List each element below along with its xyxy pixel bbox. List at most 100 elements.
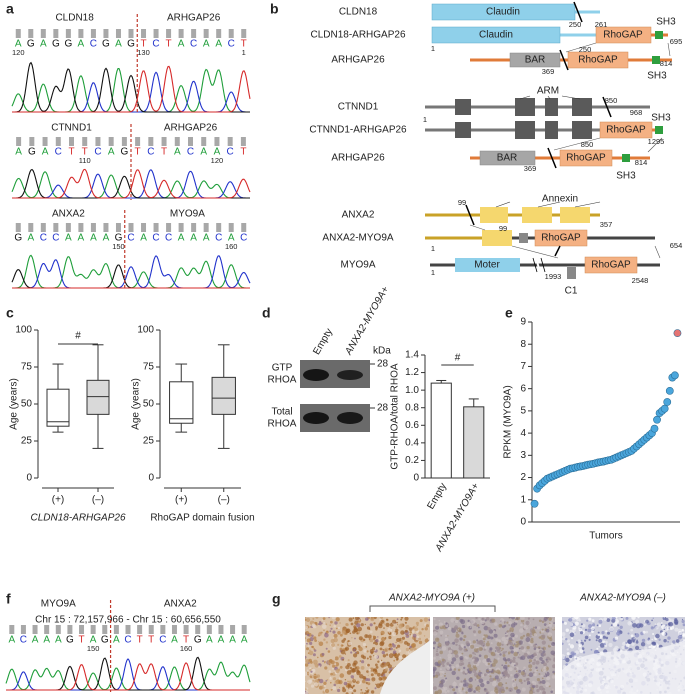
ihc-speck	[433, 681, 434, 684]
ihc-speck	[371, 677, 376, 682]
ihc-speck	[447, 653, 453, 658]
domain-label: Annexin	[542, 194, 578, 205]
ihc-speck	[313, 636, 317, 640]
ihc-speck	[377, 660, 380, 663]
ihc-speck	[305, 637, 307, 640]
ihc-speck	[465, 691, 468, 694]
ihc-speck	[330, 672, 333, 676]
ihc-speck	[323, 638, 326, 641]
annotation: #	[75, 331, 81, 342]
ihc-speck	[330, 620, 333, 624]
ihc-speck	[536, 669, 538, 672]
ihc-speck	[424, 627, 428, 631]
ihc-speck	[533, 633, 538, 637]
ihc-speck	[535, 648, 540, 653]
ihc-speck	[324, 633, 329, 638]
ihc-speck	[604, 640, 608, 644]
ihc-speck	[491, 662, 496, 667]
ihc-speck	[475, 686, 481, 691]
ihc-speck	[442, 664, 445, 668]
ihc-speck	[479, 639, 484, 645]
ihc-speck	[307, 633, 310, 637]
ihc-speck	[418, 637, 421, 641]
quality-bar	[188, 137, 193, 146]
ihc-speck	[498, 688, 503, 692]
y-tick-label: 75	[143, 362, 155, 373]
ihc-speck	[547, 632, 553, 637]
ihc-speck	[379, 618, 382, 621]
ihc-speck	[408, 647, 411, 650]
ihc-speck	[402, 654, 406, 658]
x-tick-label: Empty	[425, 481, 449, 511]
ihc-speck	[521, 687, 526, 692]
ihc-speck	[613, 622, 617, 627]
ihc-speck	[574, 621, 579, 626]
ihc-speck	[468, 677, 473, 682]
ihc-speck	[620, 618, 623, 621]
trace	[6, 662, 250, 691]
quality-bar	[128, 223, 134, 232]
position-number: 110	[79, 156, 91, 165]
ihc-speck	[566, 652, 570, 656]
base-letter: A	[218, 635, 225, 646]
residue-number: 99	[499, 224, 507, 233]
ihc-speck	[356, 623, 361, 628]
residue-number: 695	[670, 37, 683, 46]
ihc-speck	[439, 673, 443, 677]
ihc-speck	[503, 664, 508, 670]
quality-bar	[16, 137, 22, 146]
ihc-speck	[651, 619, 653, 622]
ihc-speck	[528, 659, 533, 663]
base-letter: A	[90, 635, 97, 646]
quality-bar	[55, 137, 61, 146]
ihc-speck	[543, 675, 545, 677]
ihc-speck	[598, 645, 601, 648]
ihc-speck	[467, 683, 470, 686]
ihc-speck	[356, 670, 361, 676]
ihc-speck	[460, 643, 464, 647]
ihc-speck	[648, 645, 651, 649]
ihc-speck	[350, 622, 354, 626]
quality-bar	[191, 29, 197, 38]
ihc-speck	[337, 688, 341, 693]
ihc-speck	[501, 647, 504, 650]
ihc-speck	[538, 647, 541, 650]
ihc-speck	[522, 623, 524, 625]
ihc-speck	[378, 638, 381, 641]
ihc-speck	[543, 691, 546, 694]
ihc-speck	[468, 683, 473, 689]
marker-label: 28	[377, 359, 389, 370]
ihc-speck	[502, 671, 506, 675]
ihc-speck	[363, 649, 367, 653]
ihc-speck	[569, 654, 573, 659]
ihc-speck	[396, 618, 399, 621]
ihc-speck	[446, 662, 450, 666]
ihc-speck	[433, 618, 436, 621]
ihc-speck	[623, 641, 625, 643]
ihc-speck	[372, 647, 376, 651]
ihc-speck	[347, 659, 350, 662]
x-tick-label: (+)	[175, 495, 188, 506]
ihc-speck	[339, 673, 345, 678]
ihc-speck	[369, 658, 372, 661]
ihc-speck	[335, 668, 340, 674]
base-letter: C	[165, 233, 172, 244]
ihc-speck	[476, 679, 478, 681]
tissue-void	[562, 640, 685, 694]
ihc-speck	[406, 634, 409, 637]
point	[670, 371, 679, 380]
base-letter: A	[115, 39, 122, 50]
ihc-speck	[490, 636, 494, 640]
ihc-speck	[514, 619, 518, 623]
quality-bar	[178, 223, 184, 232]
x-axis-label: Tumors	[589, 531, 623, 542]
ihc-speck	[664, 626, 670, 631]
ihc-speck	[588, 617, 592, 621]
base-letter: A	[200, 147, 207, 158]
base-letter: A	[174, 147, 181, 158]
ihc-speck	[569, 622, 574, 627]
ihc-speck	[512, 637, 515, 640]
ihc-speck	[474, 653, 477, 655]
ihc-speck	[481, 617, 485, 621]
